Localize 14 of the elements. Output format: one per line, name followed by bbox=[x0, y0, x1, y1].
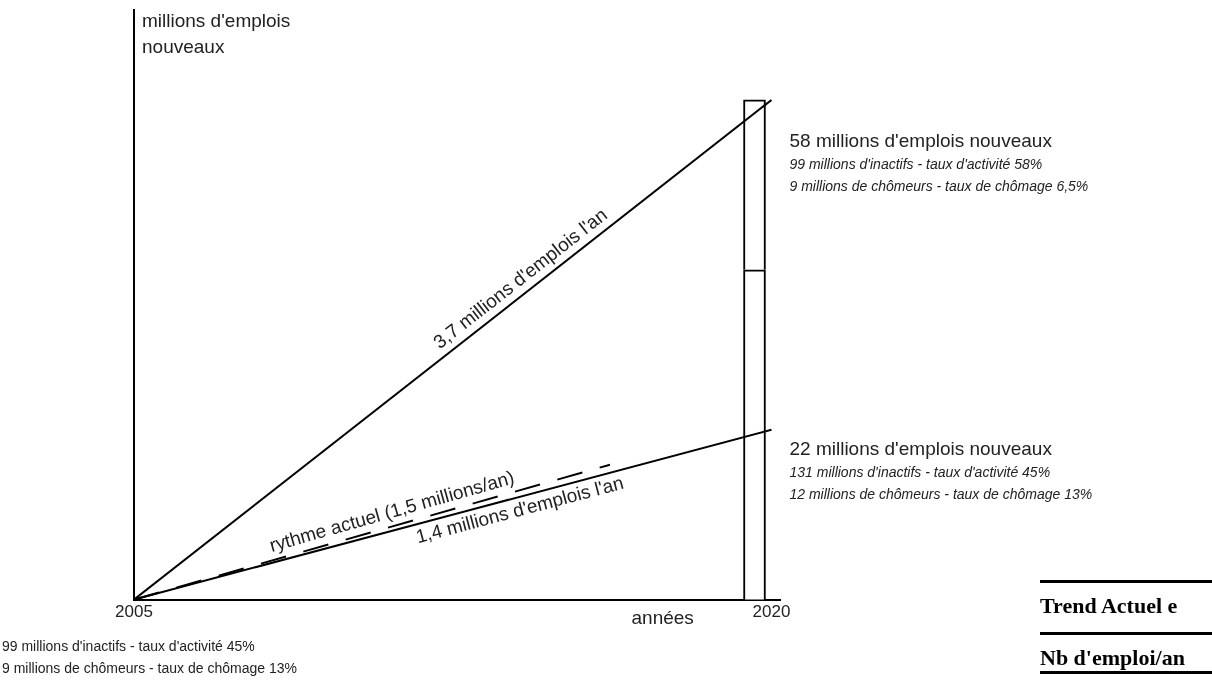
annotation: 58 millions d'emplois nouveaux bbox=[789, 129, 1052, 152]
text: 12 millions de chômeurs - taux de chômage 13% bbox=[789, 485, 1093, 502]
x-tick-label: 2020 bbox=[752, 602, 791, 622]
text: 9 millions de chômeurs - taux de chômage 6,5% bbox=[789, 177, 1089, 194]
text: 99 millions d'inactifs - taux d'activité 45% bbox=[2, 637, 255, 654]
annotation: 22 millions d'emplois nouveaux bbox=[789, 437, 1052, 460]
text: 131 millions d'inactifs - taux d'activité 45% bbox=[789, 463, 1051, 480]
x-axis-title: années bbox=[631, 606, 694, 629]
x-tick-label: 2005 bbox=[115, 602, 153, 622]
text: Trend Actuel e bbox=[1040, 579, 1212, 619]
y-axis-title: millions d'emplois nouveaux bbox=[142, 9, 292, 59]
text: 9 millions de chômeurs - taux de chômage 13% bbox=[2, 659, 297, 676]
text: 99 millions d'inactifs - taux d'activité 58% bbox=[789, 155, 1043, 172]
text: Nb d'emploi/an bbox=[1040, 631, 1212, 674]
